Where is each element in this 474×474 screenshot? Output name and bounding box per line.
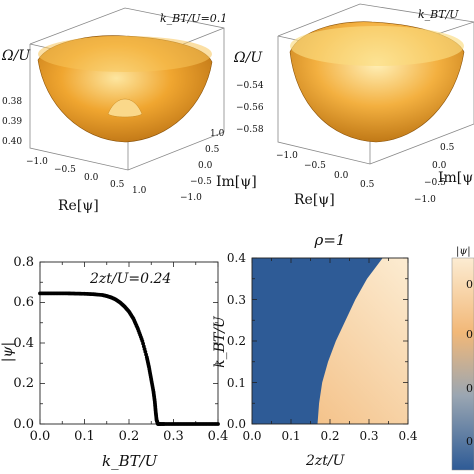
panel-a-annotation: k_BT/U=0.1: [160, 12, 227, 25]
panel-b-z-tick: −0.54: [236, 81, 264, 91]
panel-d-colorbar-tick: 0: [466, 328, 473, 341]
panel-b-z-ticks: −0.54 −0.56 −0.58: [236, 81, 264, 135]
panel-a-z-tick: 0.39: [2, 117, 22, 127]
panel-c-x-tick: 0.1: [74, 429, 95, 444]
panel-d-x-ticks: 0.0 0.1 0.2 0.3 0.4: [242, 429, 417, 443]
panel-a-y-ticks: −1.0 −0.5 0.0 0.5 1.0: [180, 129, 225, 203]
panel-a-x-tick: −1.0: [26, 157, 48, 167]
panel-b-y-tick: 0.0: [432, 161, 447, 171]
panel-b-x-tick: −0.5: [304, 161, 326, 171]
panel-d-colorbar-tick: 0: [466, 382, 473, 395]
panel-c-data-point: [216, 422, 220, 426]
panel-d-tick-marks: [251, 257, 409, 425]
panel-a-y-tick: 0.0: [198, 161, 213, 171]
panel-a-center-bump: [107, 98, 143, 118]
panel-b-bowl-rim: [290, 26, 464, 66]
panel-d-y-tick: 0.1: [227, 376, 246, 390]
panel-b-x-tick: 0.0: [334, 171, 349, 181]
panel-d-y-tick: 0.2: [227, 334, 246, 348]
panel-b-ylabel: Im[ψ]: [438, 170, 474, 186]
panel-c-y-tick: 0.6: [13, 295, 34, 310]
panel-c-x-tick: 0.4: [208, 429, 229, 444]
panel-b-y-ticks: 0.5 0.0 −0.5 −1.0: [414, 143, 455, 205]
panel-c-x-tick: 0.3: [163, 429, 184, 444]
panel-d-colorbar-ticks: 0 0 0 0: [466, 278, 473, 448]
panel-c-y-tick: 0.2: [13, 376, 34, 391]
panel-d-y-tick: 0.0: [227, 417, 246, 431]
panel-b-y-tick: −1.0: [414, 195, 436, 205]
panel-c-annotation: 2zt/U=0.24: [89, 271, 171, 287]
panel-a-z-tick: 0.38: [2, 97, 22, 107]
panel-b-y-tick: 0.5: [440, 143, 455, 153]
panel-a-xlabel: Re[ψ]: [58, 198, 99, 214]
panel-b-zlabel: Ω/U: [233, 50, 263, 66]
panel-a-x-tick: 1.0: [132, 186, 147, 196]
panel-b-x-ticks: −1.0 −0.5 0.0 0.5: [276, 151, 375, 190]
panel-d-x-tick: 0.2: [320, 429, 339, 443]
panel-a-bowl-rim: [38, 36, 212, 72]
panel-d-x-tick: 0.0: [242, 429, 261, 443]
panel-a-x-tick: −0.5: [54, 165, 76, 175]
panel-d-ylabel: k_BT/U: [212, 315, 228, 368]
panel-b-y-tick: −0.5: [424, 178, 446, 188]
panel-d-colorbar-tick: 0: [466, 278, 473, 291]
panel-d-y-tick: 0.3: [227, 293, 246, 307]
panel-c-ylabel: |ψ|: [0, 342, 16, 362]
panel-d-title: ρ=1: [314, 231, 346, 249]
panel-c-series: [38, 291, 220, 426]
panel-d-x-tick: 0.3: [359, 429, 378, 443]
panel-b: Ω/U k_BT/U −0.54 −0.56 −0.58 −1.0 −0.5 0…: [233, 3, 474, 208]
panel-c: 0.0 0.1 0.2 0.3 0.4 0.0 0.2 0.4 0.6 0.8 …: [0, 255, 228, 470]
panel-b-x-tick: 0.5: [360, 180, 375, 190]
panel-d-x-tick: 0.1: [281, 429, 300, 443]
panel-d-insulator-region: [252, 258, 383, 424]
panel-c-x-tick: 0.0: [30, 429, 51, 444]
panel-a-z-ticks: 0.38 0.39 0.40: [2, 97, 22, 147]
panel-a-z-tick: 0.40: [2, 137, 22, 147]
panel-d-x-tick: 0.4: [398, 429, 417, 443]
panel-b-z-tick: −0.56: [236, 103, 264, 113]
panel-d-colorbar-tick: 0: [466, 435, 473, 448]
panel-a-x-tick: 0.0: [84, 173, 99, 183]
panel-b-z-tick: −0.58: [236, 125, 264, 135]
panel-a-x-ticks: −1.0 −0.5 0.0 0.5 1.0: [26, 157, 147, 196]
panel-c-y-tick: 0.0: [13, 417, 34, 432]
panel-d-xlabel: 2zt/U: [305, 453, 346, 469]
panel-d: ρ=1 0.0 0.1 0.2 0.3 0.4 0.0 0.1 0.2 0.3 …: [212, 231, 474, 471]
panel-a-y-tick: 1.0: [210, 129, 225, 139]
panel-c-y-tick: 0.8: [13, 255, 34, 270]
panel-a-y-tick: 0.5: [205, 145, 220, 155]
panel-d-y-ticks: 0.0 0.1 0.2 0.3 0.4: [227, 251, 246, 431]
panel-b-annotation: k_BT/U: [418, 8, 459, 21]
panel-a-y-tick: −0.5: [190, 177, 212, 187]
panel-d-colorbar-label: |ψ|: [456, 246, 471, 257]
panel-a-ylabel: Im[ψ]: [216, 174, 257, 190]
panel-a-y-tick: −1.0: [180, 193, 202, 203]
panel-a: Ω/U k_BT/U=0.1 0.38 0.39 0.40 −1.0 −0.5 …: [1, 7, 257, 214]
panel-b-xlabel: Re[ψ]: [294, 192, 335, 208]
panel-b-x-tick: −1.0: [276, 151, 298, 161]
panel-c-x-ticks: 0.0 0.1 0.2 0.3 0.4: [30, 429, 229, 444]
panel-d-colorbar: [451, 257, 474, 471]
panel-c-xlabel: k_BT/U: [102, 452, 159, 470]
panel-c-y-ticks: 0.0 0.2 0.4 0.6 0.8: [13, 255, 34, 432]
panel-a-x-tick: 0.5: [110, 180, 125, 190]
panel-c-x-tick: 0.2: [119, 429, 140, 444]
panel-c-y-tick: 0.4: [13, 336, 34, 351]
panel-d-y-tick: 0.4: [227, 251, 246, 265]
panel-a-zlabel: Ω/U: [1, 48, 31, 64]
